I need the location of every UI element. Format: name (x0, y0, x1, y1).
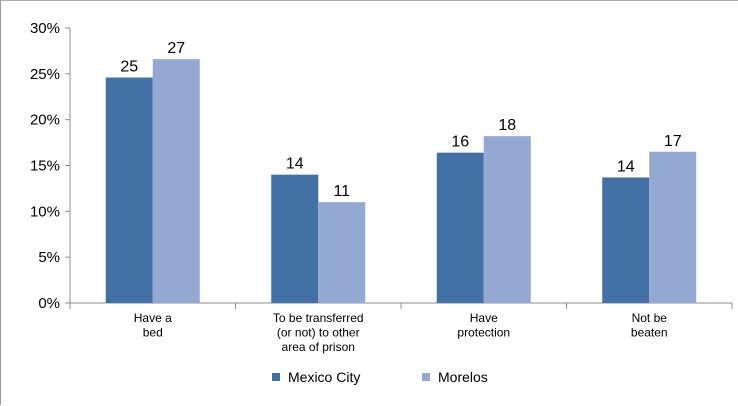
data-label: 16 (451, 134, 469, 151)
x-tick-label: bed (143, 326, 163, 340)
y-tick-label: 25% (30, 66, 60, 83)
x-tick-label: beaten (631, 326, 668, 340)
bar (318, 202, 366, 303)
y-tick-label: 20% (30, 112, 60, 129)
x-tick-label: Have (470, 311, 498, 325)
y-tick-label: 5% (38, 249, 60, 266)
legend-swatch (422, 373, 430, 381)
y-tick-label: 30% (30, 20, 60, 37)
bar (152, 59, 200, 303)
legend-swatch (272, 373, 280, 381)
bar (483, 136, 531, 303)
x-tick-label: protection (457, 326, 510, 340)
y-tick-label: 15% (30, 158, 60, 175)
legend-label: Morelos (438, 369, 488, 385)
bar (105, 77, 153, 303)
legend-label: Mexico City (288, 369, 360, 385)
x-tick-label: Have a (134, 311, 172, 325)
x-tick-label: To be transferred (273, 311, 364, 325)
x-tick-label: Not be (632, 311, 668, 325)
x-tick-label: (or not) to other (277, 326, 360, 340)
bar (602, 177, 650, 303)
bar (271, 174, 319, 303)
y-tick-label: 10% (30, 203, 60, 220)
bar (649, 151, 697, 303)
data-label: 14 (286, 156, 304, 173)
data-label: 17 (664, 133, 682, 150)
data-label: 27 (167, 40, 185, 57)
data-label: 11 (333, 183, 350, 200)
bar (436, 152, 484, 303)
data-label: 14 (617, 158, 635, 175)
data-label: 25 (120, 59, 138, 76)
y-tick-label: 0% (38, 295, 60, 312)
x-tick-label: area of prison (282, 340, 355, 354)
data-label: 18 (498, 117, 516, 134)
